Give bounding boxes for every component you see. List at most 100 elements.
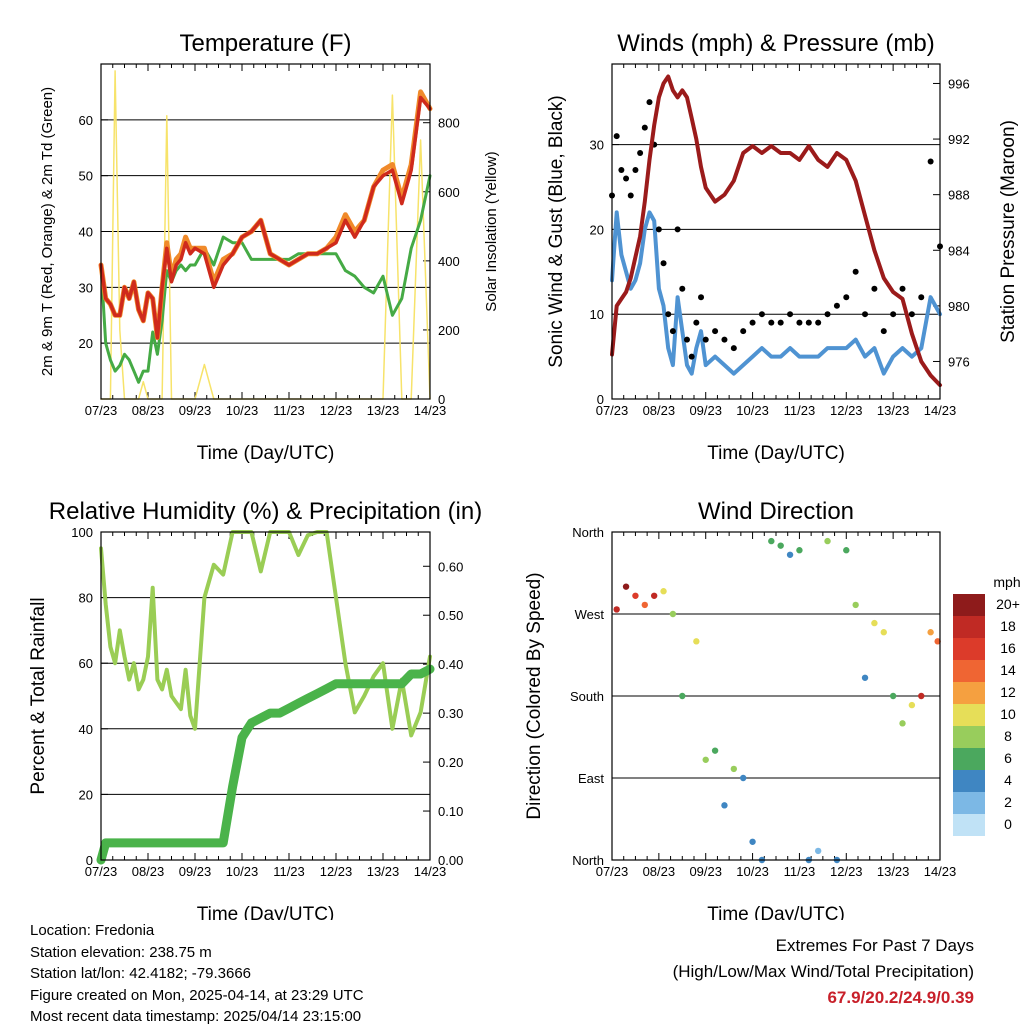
gust-point	[927, 158, 934, 165]
gust-point	[688, 353, 695, 360]
colorbar-swatch	[953, 594, 985, 616]
x-tick-label: 13/23	[877, 864, 910, 879]
y2-tick-label: 996	[948, 76, 970, 91]
gust-point	[833, 302, 840, 309]
gust-point	[698, 294, 705, 301]
direction-point	[777, 542, 784, 549]
y-tick-label: 10	[590, 307, 604, 322]
x-tick-label: 11/23	[784, 864, 816, 879]
colorbar-tick-label: 20+	[996, 596, 1020, 612]
x-tick-label: 08/23	[132, 403, 165, 418]
direction-point	[843, 547, 850, 554]
gust-point	[852, 268, 859, 275]
gust-point	[843, 294, 850, 301]
x-tick-label: 08/23	[132, 864, 165, 879]
gust-point	[862, 311, 869, 318]
colorbar-swatch	[953, 616, 985, 638]
colorbar-tick-label: 6	[1004, 750, 1012, 766]
gust-point	[758, 311, 765, 318]
temperature-panel: Temperature (F) 07/23 08/23 09/23 10/23 11/23…	[39, 30, 500, 464]
direction-point	[796, 547, 803, 554]
x-tick-label: 14/23	[924, 403, 957, 418]
y-axis-label: Sonic Wind & Gust (Blue, Black)	[546, 95, 567, 367]
gust-point	[655, 226, 662, 233]
direction-point	[660, 588, 667, 595]
gust-point	[669, 328, 676, 335]
station-elevation: Station elevation: 238.75 m	[30, 943, 212, 961]
y-tick-label: 40	[79, 722, 93, 737]
gust-point	[815, 319, 822, 326]
series-station-pressure	[610, 74, 942, 388]
gust-point	[749, 319, 756, 326]
plot-frame	[611, 63, 941, 400]
direction-point	[934, 638, 941, 645]
y-tick-label: 20	[79, 787, 93, 802]
x-tick-label: 10/23	[736, 403, 769, 418]
direction-point	[899, 720, 906, 727]
x-tick-label: 10/23	[226, 403, 259, 418]
gust-point	[632, 167, 639, 174]
meteogram-figure: Temperature (F) 07/23 08/23 09/23 10/23 11/23…	[28, 30, 1021, 920]
y2-tick-label: 800	[438, 116, 460, 131]
direction-point	[927, 629, 934, 636]
wind-direction-panel: Wind Direction 07/23 08/23 09/23 10/23 11/23 1…	[524, 498, 1021, 920]
colorbar-tick-label: 8	[1004, 728, 1012, 744]
gust-point	[665, 311, 672, 318]
colorbar-swatch	[953, 748, 985, 770]
gust-point	[899, 285, 906, 292]
direction-point	[632, 592, 639, 599]
direction-point	[880, 629, 887, 636]
x-tick-label: 07/23	[596, 864, 629, 879]
x-axis-label: Time (Day/UTC)	[197, 904, 335, 920]
gust-point	[618, 167, 625, 174]
x-tick-label: 13/23	[367, 864, 400, 879]
chart-title: Temperature (F)	[179, 30, 351, 57]
gust-point	[627, 192, 634, 199]
y-tick-label: 80	[79, 591, 93, 606]
colorbar-tick-label: 4	[1004, 772, 1012, 788]
y-tick-label: 100	[71, 525, 93, 540]
y2-axis-label: Station Pressure (Maroon)	[998, 120, 1019, 343]
series-dewpoint	[99, 174, 432, 384]
extremes-values: 67.9/20.2/24.9/0.39	[827, 988, 974, 1007]
plot-frame	[100, 63, 431, 400]
direction-point	[768, 537, 775, 545]
x-tick-label: 13/23	[877, 403, 910, 418]
colorbar-tick-label: 18	[1000, 618, 1016, 634]
x-tick-label: 12/23	[830, 864, 863, 879]
direction-point	[814, 847, 822, 855]
series-total-precipitation	[96, 664, 435, 865]
y2-axis-label: Solar Insolation (Yellow)	[483, 151, 500, 311]
x-tick-label: 14/23	[924, 864, 957, 879]
colorbar-swatch	[953, 704, 985, 726]
direction-point	[622, 583, 630, 590]
gust-point	[683, 336, 690, 343]
colorbar-tick-label: 2	[1004, 794, 1012, 810]
x-tick-label: 10/23	[736, 864, 769, 879]
x-tick-label: 08/23	[643, 864, 676, 879]
y-tick-label: 40	[79, 225, 93, 240]
y2-tick-label: 0.60	[438, 559, 463, 574]
y-axis-label: Percent & Total Rainfall	[28, 597, 49, 794]
colorbar-swatch	[953, 814, 985, 836]
gust-point	[641, 124, 648, 131]
direction-point	[730, 765, 738, 773]
x-tick-label: 10/23	[226, 864, 259, 879]
y-tick-label: North	[572, 853, 604, 868]
direction-point	[871, 619, 878, 627]
x-tick-label: 09/23	[179, 864, 212, 879]
colorbar-swatch	[953, 770, 985, 792]
chart-title: Winds (mph) & Pressure (mb)	[617, 30, 934, 57]
gust-point	[637, 150, 644, 157]
gust-point	[918, 294, 925, 301]
direction-point	[641, 601, 648, 609]
x-tick-label: 12/23	[830, 403, 863, 418]
y2-tick-label: 976	[948, 354, 970, 369]
direction-point	[852, 601, 859, 609]
winds-pressure-panel: Winds (mph) & Pressure (mb) 07/23 08/23 09/…	[546, 30, 1019, 464]
station-latlon: Station lat/lon: 42.4182; -79.3666	[30, 965, 252, 982]
x-tick-label: 07/23	[596, 403, 629, 418]
y-tick-label: 60	[79, 113, 93, 128]
direction-point	[679, 692, 686, 700]
gust-point	[613, 133, 620, 140]
